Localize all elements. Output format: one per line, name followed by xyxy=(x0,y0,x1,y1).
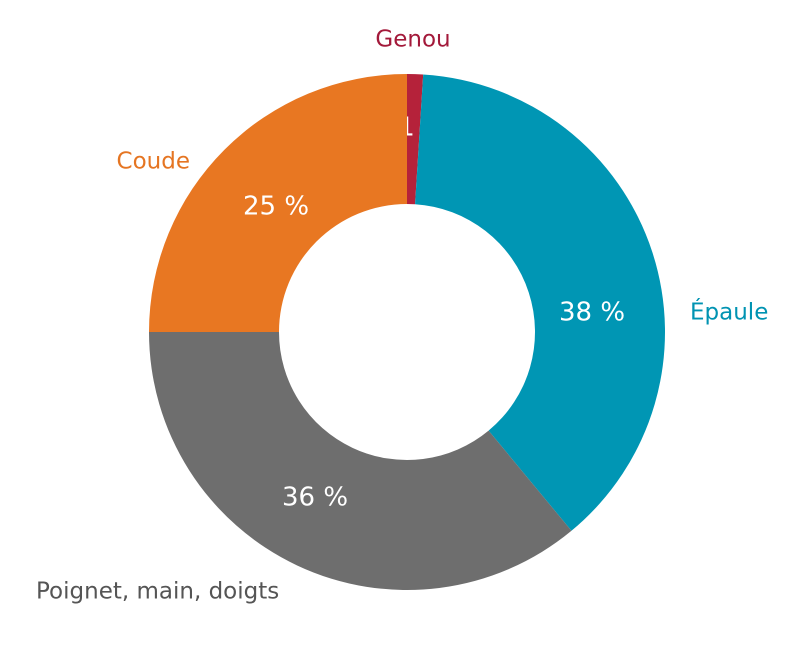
slice xyxy=(149,332,572,590)
slice xyxy=(149,74,407,332)
category-label: Coude xyxy=(117,149,190,175)
value-label: 25 % xyxy=(243,192,309,222)
value-label: 38 % xyxy=(559,298,625,328)
category-label: Genou xyxy=(375,27,450,53)
slice xyxy=(407,74,424,205)
value-label: 36 % xyxy=(282,483,348,513)
slice xyxy=(415,74,665,531)
category-label: Épaule xyxy=(690,298,768,326)
category-label: Poignet, main, doigts xyxy=(36,579,279,605)
